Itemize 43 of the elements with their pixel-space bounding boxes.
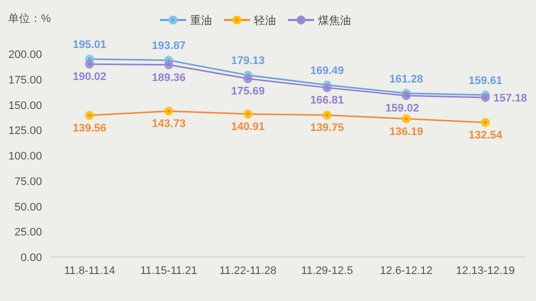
y-tick-label: 175.00	[8, 74, 42, 86]
data-label: 136.19	[389, 126, 424, 138]
data-label: 193.87	[152, 40, 186, 52]
legend-label: 轻油	[254, 14, 276, 27]
x-tick-label: 11.8-11.14	[64, 265, 116, 277]
data-label: 157.18	[493, 92, 528, 104]
data-label: 139.56	[72, 122, 106, 134]
x-tick-label: 11.29-12.5	[301, 265, 353, 277]
data-label: 189.36	[152, 72, 186, 84]
y-tick-label: 200.00	[8, 49, 42, 61]
x-tick-label: 12.6-12.12	[380, 265, 433, 277]
x-tick-label: 11.22-11.28	[219, 265, 276, 277]
y-axis-title: 单位：%	[8, 12, 51, 25]
y-tick-label: 75.00	[14, 176, 42, 188]
data-label: 159.61	[468, 74, 502, 87]
y-tick-label: 125.00	[8, 125, 42, 138]
data-label: 179.13	[231, 55, 265, 68]
data-label: 175.69	[231, 86, 265, 98]
legend-label: 重油	[190, 14, 212, 27]
y-tick-label: 0.00	[20, 252, 42, 264]
y-tick-label: 25.00	[14, 226, 42, 239]
point	[322, 83, 332, 92]
data-label: 139.75	[310, 122, 344, 134]
point	[85, 60, 94, 69]
data-label: 143.73	[152, 118, 186, 130]
legend-label: 煤焦油	[318, 14, 351, 27]
data-label: 140.91	[231, 120, 265, 133]
data-label: 195.01	[72, 39, 106, 52]
point	[402, 91, 411, 100]
data-label: 166.81	[310, 94, 344, 107]
data-label: 159.02	[385, 102, 420, 115]
data-label: 161.28	[389, 73, 424, 86]
y-tick-label: 100.00	[8, 150, 42, 162]
y-tick-label: 150.00	[8, 100, 42, 112]
y-tick-label: 50.00	[14, 201, 42, 214]
data-label: 132.54	[468, 129, 504, 142]
point	[243, 74, 252, 84]
data-label: 190.02	[72, 71, 106, 84]
point	[480, 92, 490, 102]
data-label: 169.49	[310, 64, 344, 77]
x-tick-label: 11.15-11.21	[140, 265, 198, 277]
point	[164, 60, 174, 70]
x-tick-label: 12.13-12.19	[456, 265, 515, 277]
